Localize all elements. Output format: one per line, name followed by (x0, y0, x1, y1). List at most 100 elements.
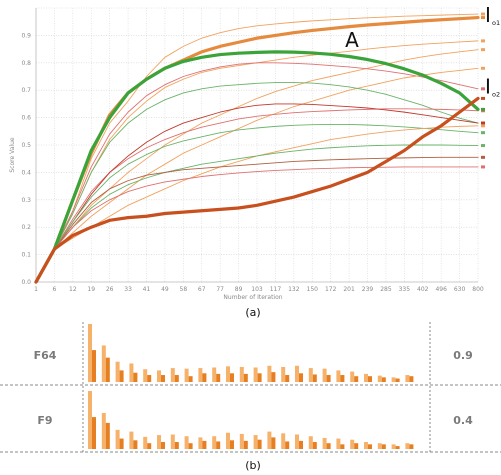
series-line (35, 124, 479, 283)
bar (350, 439, 355, 449)
bar (157, 435, 161, 449)
bar (198, 368, 203, 382)
x-tick-label: 19 (87, 286, 95, 293)
series-line (34, 50, 480, 284)
x-axis-label: Number of Iteration (223, 294, 282, 301)
bar (285, 375, 290, 382)
x-tick-label: 49 (161, 286, 169, 293)
series-end-marker (481, 12, 485, 16)
bar (174, 442, 179, 449)
bar (92, 350, 96, 382)
bar (281, 433, 286, 449)
bar-rows: F64 0.9 F9 0.4 (34, 324, 473, 449)
bar (405, 443, 410, 449)
x-tick-label: 239 (362, 286, 374, 293)
bar (267, 431, 272, 449)
bar (308, 368, 313, 382)
x-tick-label: 150 (307, 286, 319, 293)
annotation-a: A (345, 28, 359, 52)
bar (336, 370, 341, 382)
bar (322, 437, 327, 449)
x-tick-label: 33 (124, 286, 132, 293)
series-end-marker (481, 87, 485, 91)
x-tick-label: 77 (216, 286, 224, 293)
x-tick-label: 58 (180, 286, 188, 293)
y-axis-label: Score Value (9, 137, 16, 172)
series-line (35, 62, 479, 283)
bar (143, 436, 148, 449)
series-end-marker (481, 96, 485, 100)
bar (409, 444, 414, 449)
bar (202, 373, 207, 382)
bar (188, 376, 193, 382)
series-end-marker (481, 66, 485, 70)
bar (381, 444, 386, 449)
bar (257, 373, 262, 382)
x-tick-label: 285 (380, 286, 392, 293)
x-tick-label: 335 (399, 286, 411, 293)
series-end-marker (481, 48, 485, 52)
series-line (34, 96, 480, 284)
series-end-marker (481, 155, 485, 159)
bar (129, 363, 134, 382)
bar (188, 443, 193, 449)
x-tick-label: 172 (325, 286, 337, 293)
y-tick-label: 0.8 (21, 60, 31, 67)
bar (105, 357, 110, 382)
bar (350, 371, 355, 382)
series-line (35, 82, 479, 283)
bar (391, 444, 396, 449)
x-tick-label: 117 (270, 286, 282, 293)
y-tick-label: 0.6 (21, 115, 31, 122)
bar (212, 436, 217, 449)
bar (326, 443, 331, 449)
bar (257, 439, 262, 449)
bar (312, 374, 317, 382)
series-line (35, 13, 479, 283)
bar (340, 375, 345, 382)
bar (129, 431, 134, 449)
x-tick-label: 103 (251, 286, 263, 293)
x-tick-label: 67 (198, 286, 206, 293)
line-chart-panel: 0.0 0.1 0.2 0.3 0.4 0.5 0.6 0.7 0.8 0.9 1 6 12 19 26 3… (9, 3, 500, 319)
bar (409, 376, 414, 382)
bar (267, 365, 272, 382)
bar (381, 377, 386, 382)
series-end-markers (481, 12, 485, 169)
y-tick-label: 0.0 (21, 279, 31, 286)
bar (101, 345, 106, 382)
y-tick-label: 0.7 (21, 87, 31, 94)
bar (253, 367, 258, 382)
bar (239, 433, 244, 449)
bar (101, 413, 106, 449)
x-tick-label: 496 (435, 286, 447, 293)
bar (184, 368, 189, 382)
bar (299, 373, 303, 382)
bar (161, 442, 165, 449)
x-tick-label: 201 (343, 286, 355, 293)
series-end-marker (481, 131, 485, 135)
caption-a: (a) (245, 306, 260, 319)
bar (119, 370, 124, 382)
bar (391, 377, 396, 382)
annotation-subscript: o1 (492, 19, 500, 27)
annotation-io2: I (485, 74, 491, 98)
bar (88, 324, 92, 382)
caption-b: (b) (245, 459, 261, 472)
bar (299, 440, 303, 449)
origin-point (34, 280, 38, 284)
y-tick-label: 0.3 (21, 197, 31, 204)
x-axis-ticks: 1 6 12 19 26 33 41 49 58 67 77 89 103 117 132 150 172 201… (34, 286, 484, 293)
x-tick-label: 26 (106, 286, 114, 293)
bar (92, 417, 96, 449)
series-end-marker (481, 124, 485, 128)
y-axis-ticks: 0.0 0.1 0.2 0.3 0.4 0.5 0.6 0.7 0.8 0.9 (21, 32, 31, 286)
series-end-marker (481, 144, 485, 148)
series-line (35, 103, 479, 283)
y-tick-label: 0.2 (21, 224, 31, 231)
bar (119, 438, 124, 449)
bar (312, 442, 317, 449)
bar (147, 443, 152, 449)
y-tick-label: 0.9 (21, 32, 31, 39)
bar (322, 368, 327, 382)
